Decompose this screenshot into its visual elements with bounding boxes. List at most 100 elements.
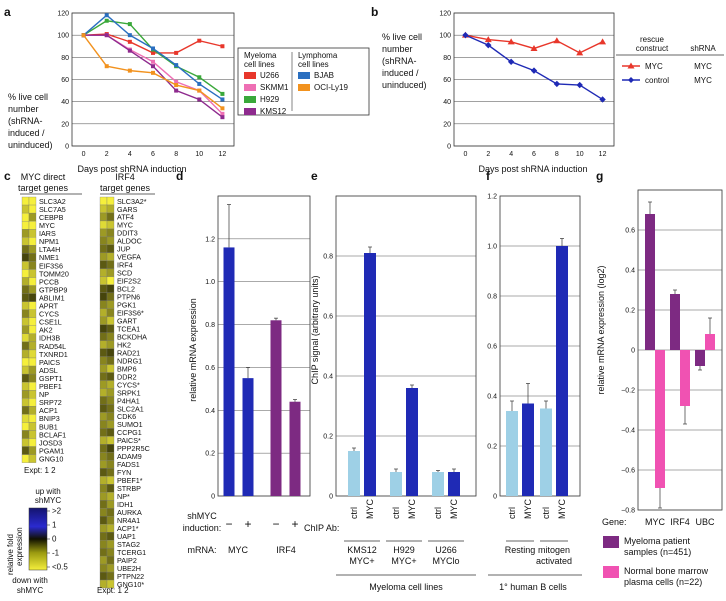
panel-d-induction-sign: − (225, 517, 232, 531)
panel-f-ytick-label: 0 (493, 494, 497, 501)
heatmap-cell-left (28, 317, 37, 326)
panel-d-mrna-label: MYC (228, 545, 249, 555)
panel-f-antibody-label: ctrl (507, 507, 517, 519)
color-scale-bar (28, 507, 48, 571)
panel-g-legend-label: samples (n=451) (624, 547, 691, 557)
panel-g-legend-swatch (603, 536, 619, 548)
panel-a-xtick-label: 0 (82, 151, 86, 158)
heatmap-cell-left (28, 454, 37, 463)
panel-g-category-label: MYC (645, 517, 666, 527)
heatmap-cell-left (21, 196, 30, 206)
panel-b-ytick-label: 20 (443, 121, 451, 128)
heatmap-cell-right (106, 476, 115, 485)
panel-a-legend: Myeloma cell lines Lymphoma cell lines U… (237, 47, 370, 116)
heatmap-cell-right (106, 204, 115, 214)
panel-g-bar (695, 350, 705, 366)
panel-f-ytick-label: 0.6 (487, 344, 497, 351)
panel-a-data-point (104, 13, 109, 18)
panel-a-data-point (174, 63, 179, 68)
heatmap-cell-right (99, 563, 108, 573)
panel-e-antibody-label: ctrl (391, 507, 401, 519)
heatmap-cell-left (21, 325, 30, 334)
heatmap-cell-right (99, 404, 108, 413)
panel-d-ytick-label: 1.2 (205, 236, 215, 243)
legend-swatch (244, 72, 256, 79)
panel-d-bar (270, 320, 282, 496)
gene-label-right: PPP2R5C (117, 444, 150, 453)
panel-a-ylabel-4: induced / (8, 128, 45, 138)
gene-label-left: APRT (39, 302, 59, 311)
heatmap-cell-left (28, 365, 37, 375)
gene-label-left: PGAM1 (39, 446, 64, 455)
heatmap-cell-right (106, 292, 115, 301)
heatmap-cell-left (21, 414, 30, 423)
heatmap-cell-left (28, 212, 37, 222)
heatmap-cell-right (106, 492, 115, 501)
panel-b-ytick-label: 80 (443, 55, 451, 62)
heatmap-cell-right (106, 396, 115, 405)
gene-label-left: BCLAF1 (39, 430, 66, 439)
panel-e-group-label: KMS12 (347, 545, 377, 555)
panel-b-legend-items: MYC MYC control MYC (622, 62, 712, 85)
gene-label-left: CSE1L (39, 318, 62, 327)
panel-b-xtick-label: 0 (463, 151, 467, 158)
heatmap-cell-left (28, 196, 37, 206)
panel-a-xtick-label: 6 (151, 151, 155, 158)
heatmap-cell-right (106, 284, 115, 293)
heatmap-cell-right (106, 324, 115, 333)
gene-label-left: SLC7A5 (39, 205, 66, 214)
panel-e-bar (406, 388, 418, 496)
panel-a-xlabel: Days post shRNA induction (77, 164, 186, 174)
heatmap-cell-left (21, 245, 30, 254)
heatmap-cell-right (99, 356, 108, 365)
heatmap-cell-left (21, 446, 30, 455)
gene-label-right: STAG2 (117, 540, 140, 549)
gene-label-right: SLC2A1 (117, 404, 144, 413)
gene-label-right: SRPK1 (117, 388, 141, 397)
heatmap-cell-left (21, 398, 30, 407)
gene-label-left: SLC3A2 (39, 197, 66, 206)
scale-axis-2: expression (15, 527, 24, 566)
gene-label-right: UAP1 (117, 532, 136, 541)
panel-a-data-point (197, 75, 202, 80)
panel-a-legend-box (237, 47, 370, 116)
panel-d-row-mrna: mRNA: (188, 545, 217, 555)
heatmap-cell-right (106, 508, 115, 517)
panel-a-data-point (104, 18, 109, 23)
panel-a-data-point (174, 83, 179, 88)
heatmap-cell-right (106, 308, 115, 317)
heatmap-cell-right (106, 244, 115, 254)
panel-e-group-label: H929 (393, 545, 415, 555)
panel-g-bar (655, 350, 665, 488)
heatmap-cell-right (99, 268, 108, 277)
gene-label-right: FADS1 (117, 460, 140, 469)
panel-g-ytick-label: 0.4 (625, 268, 635, 275)
heatmap-cell-left (28, 414, 37, 423)
heatmap-cell-right (99, 460, 108, 469)
heatmap-left: SLC3A2SLC7A5CEBPBMYCIARSNPM1LTA4HNME1EIF… (21, 196, 69, 463)
legend-header-myeloma-2: cell lines (244, 60, 275, 69)
legend-swatch (244, 84, 256, 91)
heatmap-cell-right (106, 532, 115, 541)
panel-a-data-point (127, 68, 132, 73)
gene-label-right: UBE2H (117, 564, 141, 573)
heatmap-cell-left (21, 229, 30, 238)
gene-label-right: BCL2 (117, 285, 135, 294)
heatmap-cell-right (106, 276, 115, 285)
heatmap-cell-right (106, 516, 115, 525)
heatmap-cell-left (28, 220, 37, 230)
panel-f-group-label: activated (536, 556, 572, 566)
legend-header-shrna: shRNA (690, 44, 716, 53)
gene-label-left: CYCS (39, 310, 59, 319)
scale-bottom-1: down with (12, 576, 48, 585)
panel-e-antibody-label: MYC (365, 499, 375, 520)
panel-a-data-point (81, 33, 86, 38)
panel-e-ytick-label: 0.4 (323, 374, 333, 381)
heatmap-cell-left (21, 333, 30, 343)
heatmap-cell-right (99, 468, 108, 477)
heatmap-left-expt: Expt: 1 2 (24, 466, 56, 475)
panel-f-group-label: mitogen (538, 545, 570, 555)
panel-f-bar (556, 246, 568, 496)
gene-label-left: PCCB (39, 277, 59, 286)
heatmap-cell-right (99, 420, 108, 429)
